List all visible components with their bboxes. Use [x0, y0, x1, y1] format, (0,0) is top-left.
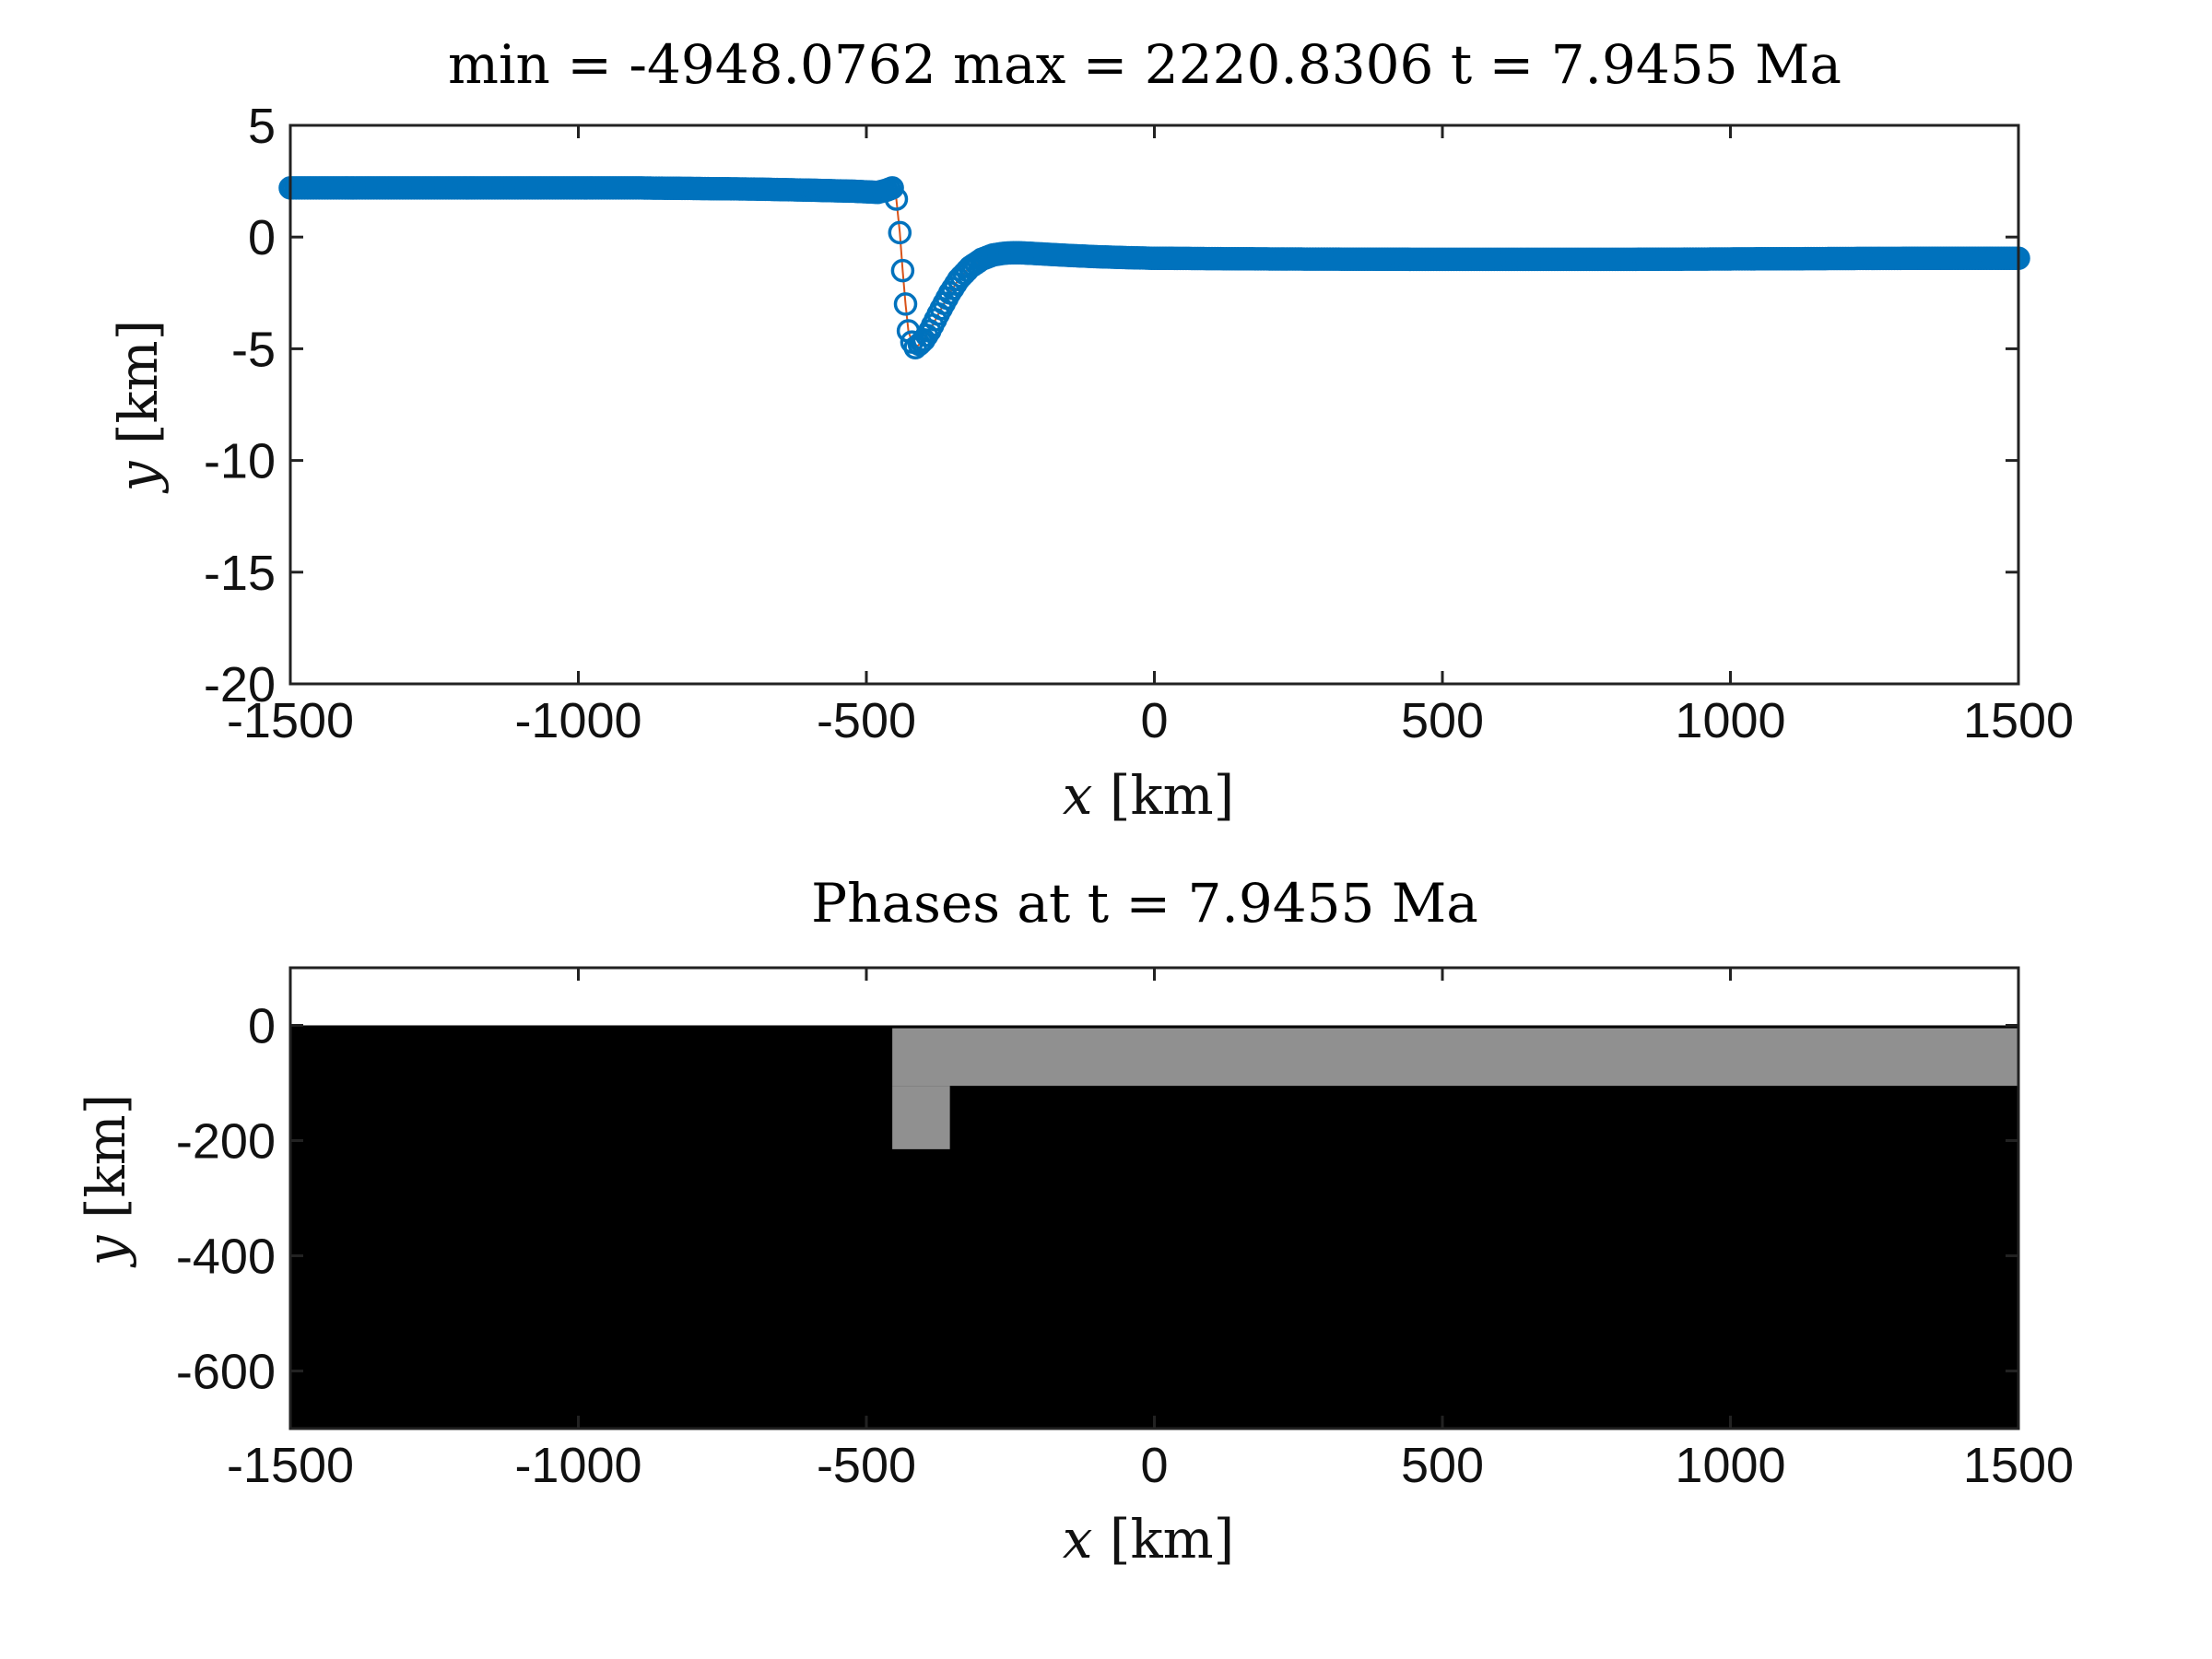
profile-marks: [278, 176, 2030, 359]
phases-y-axis-label: y [km]: [75, 1094, 137, 1269]
profile-point: [890, 258, 915, 283]
profile-x-axis-label: x [km]: [1063, 764, 1235, 827]
phase-region: [892, 1086, 950, 1149]
phases-x-tick-label: -1000: [514, 1438, 641, 1493]
profile-x-tick-label: -1500: [227, 693, 354, 748]
profile-panel: min = -4948.0762 max = 2220.8306 t = 7.9…: [107, 33, 2074, 827]
phases-x-tick-label: -1500: [227, 1438, 354, 1493]
profile-y-tick-label: -15: [204, 546, 276, 601]
phases-y-unit: [km]: [75, 1094, 137, 1218]
phases-x-axis-label: x [km]: [1063, 1508, 1235, 1571]
profile-x-tick-label: -500: [817, 693, 916, 748]
profile-point: [884, 187, 909, 211]
phases-panel: Phases at t = 7.9455 Ma -1500 -1000 -500 0 5…: [75, 872, 2074, 1571]
profile-x-tick-label: 1000: [1675, 693, 1785, 748]
profile-y-tick-label: -10: [204, 434, 276, 489]
phases-x-unit: [km]: [1110, 1508, 1234, 1571]
profile-y-tick-label: -20: [204, 657, 276, 712]
profile-y-tick-label: 5: [248, 99, 276, 154]
profile-point: [888, 220, 912, 245]
phases-x-var: x: [1063, 1508, 1093, 1571]
phases-y-var: y: [75, 1234, 137, 1268]
phase-region: [290, 1025, 2018, 1429]
phases-y-tick-label: -200: [176, 1114, 276, 1170]
profile-x-tick-label: 0: [1140, 693, 1168, 748]
phases-x-tick-label: 1000: [1675, 1438, 1785, 1493]
profile-axes-frame: [288, 124, 2020, 686]
phases-ticks: -1500 -1000 -500 0 500 1000 1500 0 -200 -400 -600: [176, 968, 2074, 1493]
profile-y-axis-label: y [km]: [107, 320, 170, 495]
profile-title: min = -4948.0762 max = 2220.8306 t = 7.9…: [448, 33, 1841, 96]
phases-title: Phases at t = 7.9455 Ma: [811, 872, 1478, 935]
profile-x-unit: [km]: [1110, 764, 1234, 827]
phases-y-tick-label: -400: [176, 1230, 276, 1285]
profile-x-var: x: [1063, 764, 1093, 827]
profile-x-tick-label: 1500: [1963, 693, 2074, 748]
phases-y-tick-label: 0: [248, 999, 276, 1054]
phases-x-tick-label: -500: [817, 1438, 916, 1493]
profile-ticks: -1500 -1000 -500 0 500 1000 1500 5 0 -5 -10 -15 -20: [204, 99, 2074, 748]
phase-region: [892, 1028, 2018, 1087]
profile-y-unit: [km]: [107, 320, 170, 444]
phases-x-tick-label: 1500: [1963, 1438, 2074, 1493]
phases-x-tick-label: 500: [1401, 1438, 1484, 1493]
profile-y-tick-label: 0: [248, 210, 276, 265]
profile-point: [880, 176, 904, 200]
profile-y-var: y: [107, 460, 170, 494]
profile-x-tick-label: -1000: [514, 693, 641, 748]
phases-y-tick-label: -600: [176, 1345, 276, 1400]
profile-y-tick-label: -5: [231, 322, 276, 377]
profile-point: [893, 292, 918, 316]
profile-x-tick-label: 500: [1401, 693, 1484, 748]
phases-x-tick-label: 0: [1140, 1438, 1168, 1493]
phases-marks: [290, 1025, 2018, 1429]
